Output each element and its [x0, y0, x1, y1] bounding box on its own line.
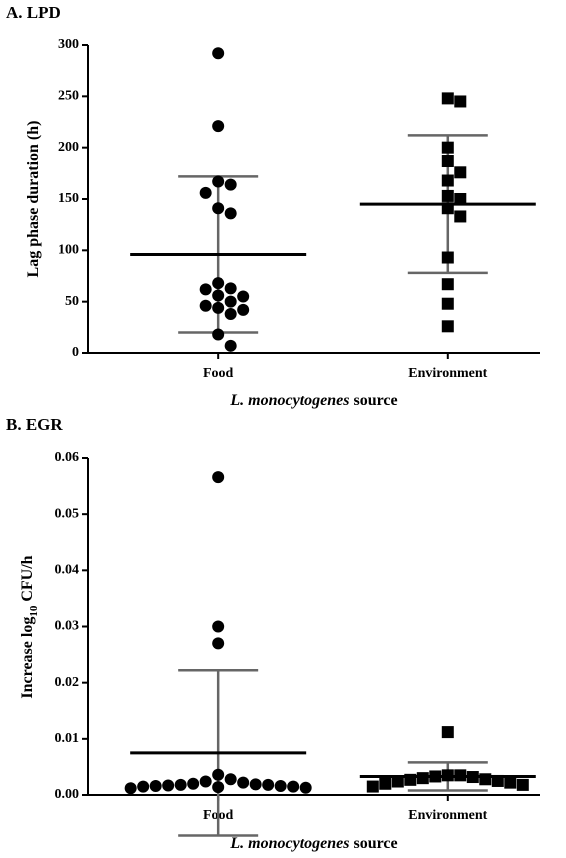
y-tick-label: 200 — [58, 140, 79, 155]
point — [416, 772, 429, 785]
point — [212, 637, 225, 650]
y-axis-label-rest: CFU/h — [19, 555, 36, 601]
panel-title: A. LPD — [6, 3, 61, 22]
point — [199, 775, 212, 788]
y-axis-label: Increase log10 CFU/h — [19, 555, 41, 698]
point — [441, 320, 454, 333]
panel-title: B. EGR — [6, 415, 63, 434]
point — [441, 155, 454, 168]
y-axis-label-main: Increase log — [19, 617, 36, 699]
point — [249, 778, 262, 791]
point — [212, 277, 225, 290]
point — [504, 776, 517, 789]
y-tick-label: 50 — [65, 294, 79, 309]
point — [212, 289, 225, 302]
point — [441, 92, 454, 105]
point — [454, 166, 467, 179]
x-tick-label: Food — [203, 366, 234, 381]
point — [199, 299, 212, 312]
point — [441, 174, 454, 187]
point — [237, 776, 250, 789]
point — [137, 780, 150, 793]
y-tick-label: 100 — [58, 243, 79, 258]
y-axis-label-sub: 10 — [28, 605, 40, 617]
point — [516, 778, 529, 791]
point — [224, 307, 237, 320]
point — [199, 186, 212, 199]
point — [187, 777, 200, 790]
point — [124, 782, 137, 795]
y-tick-label: 0.02 — [55, 675, 80, 690]
point — [212, 175, 225, 188]
y-tick-label: 0.01 — [55, 731, 80, 746]
x-axis-label-rest: source — [353, 392, 397, 409]
point — [237, 303, 250, 316]
x-tick-label: Environment — [408, 366, 487, 381]
point — [212, 328, 225, 341]
point — [212, 471, 225, 484]
point — [174, 778, 187, 791]
y-tick-label: 0.00 — [55, 787, 80, 802]
point — [149, 780, 162, 793]
y-tick-label: 0.04 — [55, 563, 80, 578]
point — [224, 773, 237, 786]
y-tick-label: 250 — [58, 89, 79, 104]
point — [162, 779, 175, 792]
point — [274, 780, 287, 793]
point — [366, 780, 379, 793]
x-axis-label-rest: source — [353, 835, 397, 852]
point — [441, 251, 454, 264]
point — [454, 193, 467, 205]
point — [199, 283, 212, 296]
point — [224, 339, 237, 352]
point — [212, 781, 225, 794]
x-axis-label-italic: L. monocytogenes — [229, 392, 349, 409]
y-tick-label: 0.03 — [55, 619, 80, 634]
y-tick-label: 0.06 — [55, 450, 80, 465]
x-axis-label-italic: L. monocytogenes — [229, 835, 349, 852]
x-axis-label: L. monocytogenes source — [229, 835, 397, 852]
point — [391, 775, 404, 788]
point — [441, 726, 454, 739]
point — [224, 207, 237, 220]
point — [224, 178, 237, 191]
point — [212, 768, 225, 781]
point — [441, 278, 454, 291]
point — [224, 295, 237, 308]
point — [454, 210, 467, 223]
point — [441, 141, 454, 154]
y-tick-label: 0.05 — [55, 506, 80, 521]
point — [212, 47, 225, 60]
point — [237, 290, 250, 303]
x-tick-label: Environment — [408, 808, 487, 823]
y-tick-label: 300 — [58, 37, 79, 52]
point — [379, 777, 392, 790]
point — [454, 95, 467, 108]
point — [212, 202, 225, 215]
point — [287, 780, 300, 793]
point — [212, 120, 225, 133]
point — [212, 301, 225, 314]
point — [441, 297, 454, 310]
y-tick-label: 0 — [72, 345, 79, 360]
y-tick-label: 150 — [58, 191, 79, 206]
y-axis-label: Lag phase duration (h) — [25, 121, 42, 278]
point — [224, 282, 237, 295]
point — [212, 620, 225, 633]
point — [441, 189, 454, 202]
x-axis-label: L. monocytogenes source — [229, 392, 397, 409]
point — [262, 778, 275, 791]
point — [299, 781, 312, 794]
